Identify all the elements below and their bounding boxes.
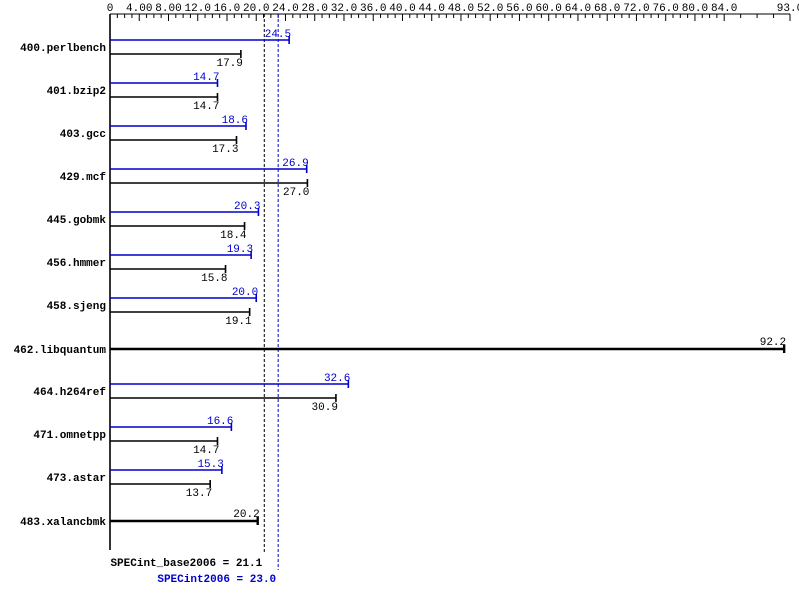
benchmark-label: 400.perlbench (20, 43, 106, 55)
base-value: 92.2 (760, 337, 786, 349)
axis-tick-label: 4.00 (126, 3, 152, 15)
axis-tick-label: 44.0 (419, 3, 445, 15)
base-value: 17.3 (212, 144, 238, 156)
axis-tick-label: 52.0 (477, 3, 503, 15)
axis-tick-label: 0 (107, 3, 114, 15)
benchmark-label: 483.xalancbmk (20, 517, 106, 529)
base-value: 20.2 (233, 509, 259, 521)
base-value: 14.7 (193, 445, 219, 457)
base-value: 13.7 (186, 488, 212, 500)
peak-value: 24.5 (265, 29, 291, 41)
peak-value: 26.9 (282, 158, 308, 170)
peak-value: 20.0 (232, 287, 258, 299)
base-value: 18.4 (220, 230, 247, 242)
base-value: 17.9 (216, 58, 242, 70)
peak-value: 14.7 (193, 72, 219, 84)
axis-tick-label: 72.0 (623, 3, 649, 15)
benchmark-label: 429.mcf (60, 172, 107, 184)
axis-tick-label: 64.0 (565, 3, 591, 15)
benchmark-label: 401.bzip2 (47, 86, 106, 98)
base-value: 19.1 (225, 316, 252, 328)
axis-tick-label: 20.0 (243, 3, 269, 15)
axis-tick-label: 36.0 (360, 3, 386, 15)
axis-tick-label: 80.0 (682, 3, 708, 15)
benchmark-label: 445.gobmk (47, 215, 107, 227)
peak-value: 32.6 (324, 373, 350, 385)
axis-tick-label: 16.0 (214, 3, 240, 15)
benchmark-label: 462.libquantum (14, 345, 107, 357)
peak-value: 18.6 (222, 115, 248, 127)
axis-tick-label: 32.0 (331, 3, 357, 15)
peak-value: 20.3 (234, 201, 260, 213)
ref-peak-label: SPECint2006 = 23.0 (157, 574, 276, 586)
axis-tick-label: 56.0 (506, 3, 532, 15)
base-value: 30.9 (312, 402, 338, 414)
ref-base-label: SPECint_base2006 = 21.1 (110, 558, 262, 570)
peak-value: 19.3 (227, 244, 253, 256)
spec-benchmark-chart: 04.008.0012.016.020.024.028.032.036.040.… (0, 0, 799, 606)
axis-tick-label: 40.0 (389, 3, 415, 15)
axis-tick-label: 93.0 (777, 3, 799, 15)
benchmark-label: 403.gcc (60, 129, 106, 141)
axis-tick-label: 12.0 (185, 3, 211, 15)
peak-value: 15.3 (197, 459, 223, 471)
base-value: 14.7 (193, 101, 219, 113)
axis-tick-label: 68.0 (594, 3, 620, 15)
axis-tick-label: 8.00 (155, 3, 181, 15)
axis-tick-label: 84.0 (711, 3, 737, 15)
axis-tick-label: 48.0 (448, 3, 474, 15)
benchmark-label: 471.omnetpp (33, 430, 106, 442)
benchmark-label: 456.hmmer (47, 258, 106, 270)
chart-svg: 04.008.0012.016.020.024.028.032.036.040.… (0, 0, 799, 606)
base-value: 15.8 (201, 273, 227, 285)
axis-tick-label: 24.0 (272, 3, 298, 15)
benchmark-label: 464.h264ref (33, 387, 106, 399)
benchmark-label: 458.sjeng (47, 301, 106, 313)
base-value: 27.0 (283, 187, 309, 199)
axis-tick-label: 28.0 (302, 3, 328, 15)
peak-value: 16.6 (207, 416, 233, 428)
axis-tick-label: 76.0 (652, 3, 678, 15)
axis-tick-label: 60.0 (536, 3, 562, 15)
benchmark-label: 473.astar (47, 473, 106, 485)
